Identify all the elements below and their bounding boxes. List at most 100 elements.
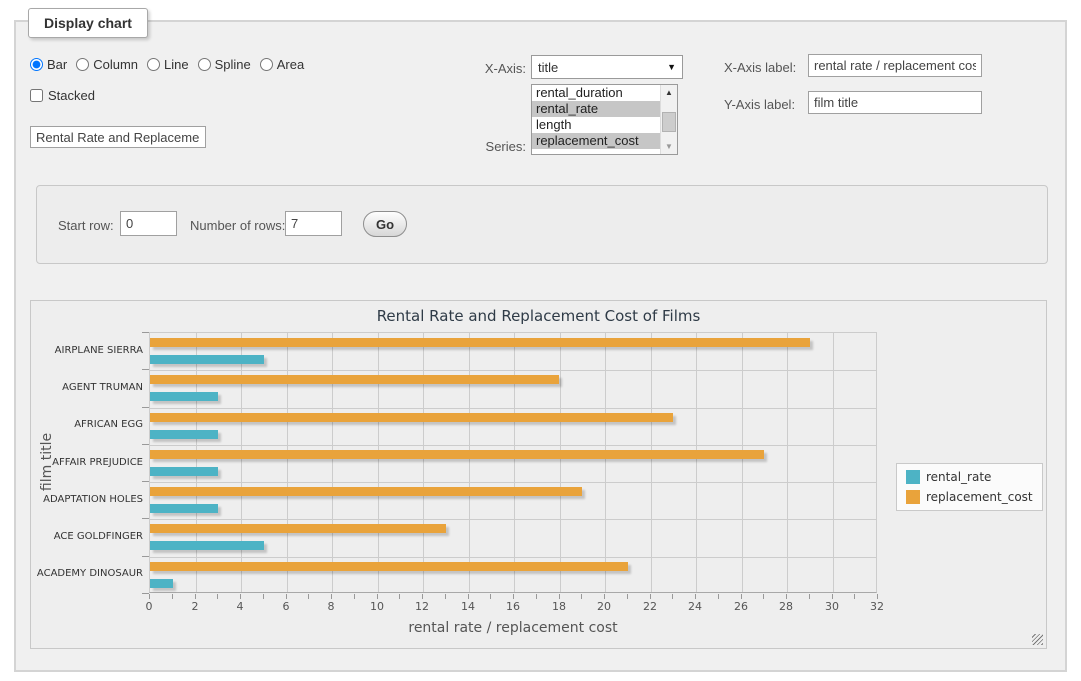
gridline <box>559 333 561 592</box>
chart-type-radio-group: Bar Column Line Spline Area <box>30 57 304 72</box>
x-tick-label: 24 <box>688 600 702 613</box>
gridline <box>650 333 652 592</box>
bar-rental_rate-academy-dinosaur <box>150 579 173 588</box>
x-tick-label: 2 <box>191 600 199 613</box>
gridline <box>150 482 876 483</box>
x-tick-label: 6 <box>282 600 290 613</box>
chart-type-radio-spline[interactable]: Spline <box>197 57 251 72</box>
radio-button[interactable] <box>30 58 43 71</box>
gridline <box>787 333 788 592</box>
radio-button[interactable] <box>197 58 211 71</box>
chart-type-radio-area[interactable]: Area <box>259 57 304 72</box>
x-tick-label: 28 <box>779 600 793 613</box>
scrollbar-thumb[interactable] <box>662 112 676 132</box>
bar-replacement_cost-affair-prejudice <box>150 450 764 459</box>
series-scrollbar[interactable]: ▲ ▼ <box>660 85 677 154</box>
plot-area <box>149 332 877 593</box>
x-tick <box>240 594 241 599</box>
x-axis-label-caption: X-Axis label: <box>724 60 797 75</box>
row-range-panel <box>36 185 1048 264</box>
series-listbox[interactable]: rental_duration rental_rate length replacem… <box>531 84 678 155</box>
x-tick-label: 30 <box>825 600 839 613</box>
gridline <box>832 333 834 592</box>
x-tick <box>263 594 264 599</box>
bar-replacement_cost-agent-truman <box>150 375 559 384</box>
y-axis-label-input[interactable] <box>808 91 982 114</box>
x-tick <box>672 594 673 599</box>
resize-handle-icon[interactable] <box>1032 634 1043 645</box>
legend-label: rental_rate <box>926 470 992 484</box>
category-label: ACE GOLDFINGER <box>53 531 143 542</box>
bar-rental_rate-adaptation-holes <box>150 504 218 513</box>
scroll-up-icon[interactable]: ▲ <box>665 88 673 97</box>
x-tick <box>877 594 878 599</box>
stacked-checkbox[interactable] <box>30 89 43 102</box>
x-axis-caption: X-Axis: <box>484 61 526 76</box>
x-axis-select[interactable]: title ▼ <box>531 55 683 79</box>
bar-rental_rate-african-egg <box>150 430 218 439</box>
x-tick <box>490 594 491 599</box>
series-caption: Series: <box>485 139 526 154</box>
x-tick-label: 10 <box>370 600 384 613</box>
legend-swatch <box>906 470 920 484</box>
radio-button[interactable] <box>147 58 161 71</box>
scroll-down-icon[interactable]: ▼ <box>665 142 673 151</box>
category-label: AGENT TRUMAN <box>62 382 143 393</box>
legend-item-rental_rate: rental_rate <box>906 470 1033 484</box>
x-tick-label: 22 <box>643 600 657 613</box>
radio-button[interactable] <box>259 58 273 71</box>
chart-title-input[interactable] <box>30 126 206 148</box>
x-tick <box>286 594 287 599</box>
x-tick <box>422 594 423 599</box>
start-row-input[interactable] <box>120 211 177 236</box>
x-axis-selected-value: title <box>538 59 559 75</box>
gridline <box>150 408 876 409</box>
legend-item-replacement_cost: replacement_cost <box>906 490 1033 504</box>
x-tick <box>536 594 537 599</box>
series-option-rental_rate[interactable]: rental_rate <box>532 101 660 117</box>
x-tick-label: 20 <box>597 600 611 613</box>
x-tick <box>581 594 582 599</box>
radio-button[interactable] <box>76 58 90 71</box>
chart-type-radio-bar[interactable]: Bar <box>30 57 67 72</box>
series-option-replacement_cost[interactable]: replacement_cost <box>532 133 660 149</box>
x-tick <box>331 594 332 599</box>
legend-label: replacement_cost <box>926 490 1033 504</box>
bar-rental_rate-agent-truman <box>150 392 218 401</box>
gridline <box>332 333 333 592</box>
chevron-down-icon: ▼ <box>667 62 676 72</box>
x-tick <box>195 594 196 599</box>
stacked-checkbox-row[interactable]: Stacked <box>30 88 95 103</box>
chart-title: Rental Rate and Replacement Cost of Film… <box>376 307 701 325</box>
chart-type-radio-column[interactable]: Column <box>76 57 138 72</box>
x-tick-label: 16 <box>506 600 520 613</box>
bar-rental_rate-affair-prejudice <box>150 467 218 476</box>
series-option-length[interactable]: length <box>536 117 572 132</box>
number-of-rows-input[interactable] <box>285 211 342 236</box>
x-tick-label: 8 <box>327 600 335 613</box>
y-tick <box>142 369 149 370</box>
y-axis-title: film title <box>39 432 55 492</box>
x-axis-label-input[interactable] <box>808 54 982 77</box>
category-label: AIRPLANE SIERRA <box>54 345 143 356</box>
gridline <box>377 333 379 592</box>
x-tick <box>354 594 355 599</box>
x-tick <box>149 594 150 599</box>
chart-legend: rental_rate replacement_cost <box>896 463 1043 511</box>
series-option-rental_duration[interactable]: rental_duration <box>536 85 623 100</box>
chart-type-radio-line[interactable]: Line <box>147 57 189 72</box>
y-tick <box>142 407 149 408</box>
start-row-caption: Start row: <box>58 218 114 233</box>
x-tick <box>786 594 787 599</box>
y-tick <box>142 481 149 482</box>
x-tick-label: 4 <box>236 600 244 613</box>
x-tick <box>604 594 605 599</box>
gridline <box>468 333 470 592</box>
radio-label: Spline <box>214 57 251 72</box>
x-tick <box>695 594 696 599</box>
number-of-rows-caption: Number of rows: <box>190 218 286 233</box>
go-button[interactable]: Go <box>363 211 408 237</box>
radio-label: Line <box>164 57 189 72</box>
radio-label: Bar <box>47 57 68 72</box>
gridline <box>605 333 606 592</box>
